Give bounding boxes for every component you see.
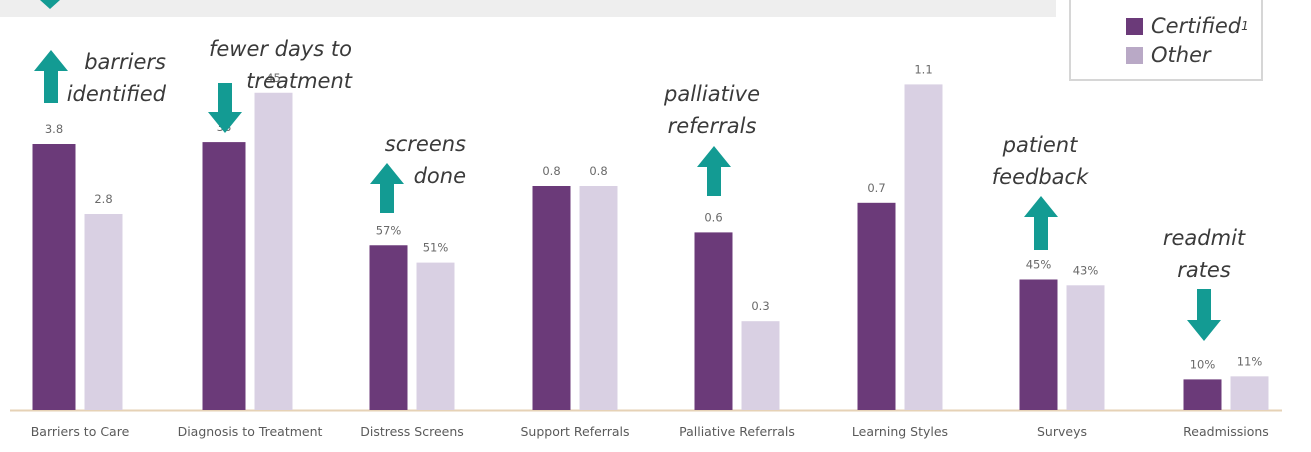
bar-other <box>84 214 123 410</box>
bar-certified <box>694 232 733 410</box>
callout-text: barriers <box>84 50 166 74</box>
bar-certified <box>1019 279 1058 410</box>
callout-text: identified <box>67 82 167 106</box>
bar-certified <box>202 142 246 410</box>
arrow-up-icon <box>697 146 731 196</box>
callout-text: done <box>414 164 466 188</box>
data-label: 2.8 <box>94 192 112 206</box>
bar-other <box>254 92 293 410</box>
data-label: 0.6 <box>704 210 722 224</box>
data-label: 45 <box>266 71 281 85</box>
legend-item-certified: Certified 1 <box>1126 14 1249 38</box>
category-label: Support Referrals <box>521 424 630 439</box>
arrow-stub-icon <box>40 0 60 9</box>
arrow-up-icon <box>1024 196 1058 250</box>
bar-other <box>741 321 780 410</box>
data-label: 0.3 <box>751 299 769 313</box>
category-label: Barriers to Care <box>31 424 130 439</box>
bar-other <box>1230 376 1269 410</box>
data-label: 45% <box>1026 258 1052 272</box>
bar-other <box>904 84 943 411</box>
arrow-down-icon <box>1187 289 1221 341</box>
header-band <box>0 0 1056 17</box>
category-label: Learning Styles <box>852 424 948 439</box>
callout-text: readmit <box>1163 226 1246 250</box>
legend-item-other: Other <box>1126 43 1211 67</box>
data-label: 10% <box>1190 357 1216 371</box>
bar-certified <box>1183 379 1222 410</box>
callout-text: screens <box>385 132 466 156</box>
bar-other <box>416 262 455 410</box>
arrow-up-icon <box>370 163 404 213</box>
data-label: 0.8 <box>589 164 607 178</box>
data-label: 0.8 <box>542 164 560 178</box>
category-label: Readmissions <box>1183 424 1269 439</box>
callout-text: referrals <box>668 114 757 138</box>
bar-certified <box>532 186 571 410</box>
callout-text: treatment <box>246 69 353 93</box>
bar-certified <box>32 144 76 410</box>
callout-text: palliative <box>663 82 760 106</box>
data-label: 3.8 <box>45 122 63 136</box>
category-label: Palliative Referrals <box>679 424 795 439</box>
data-label: 0.7 <box>867 181 885 195</box>
callout-text: patient <box>1002 133 1078 157</box>
legend-label-other: Other <box>1151 43 1211 67</box>
legend-swatch-other <box>1126 46 1143 64</box>
arrow-down-icon <box>208 83 242 133</box>
bar-other <box>579 186 618 410</box>
data-label: 11% <box>1237 354 1263 368</box>
arrow-up-icon <box>34 50 68 103</box>
category-label: Distress Screens <box>360 424 464 439</box>
legend: Certified 1 Other <box>1069 0 1263 81</box>
data-label: 43% <box>1073 263 1099 277</box>
callout-text: rates <box>1177 258 1231 282</box>
legend-footnote-marker: 1 <box>1241 19 1249 33</box>
callout-text: feedback <box>992 165 1089 189</box>
callout-text: fewer days to <box>209 37 352 61</box>
bar-certified <box>369 245 408 410</box>
data-label: 57% <box>376 223 402 237</box>
legend-swatch-certified <box>1126 17 1143 35</box>
legend-label-certified: Certified <box>1151 14 1242 38</box>
bar-certified <box>857 202 896 410</box>
data-label: 51% <box>423 241 449 255</box>
category-label: Diagnosis to Treatment <box>178 424 323 439</box>
category-label: Surveys <box>1037 424 1087 439</box>
bar-other <box>1066 285 1105 410</box>
data-label: 1.1 <box>914 62 932 76</box>
